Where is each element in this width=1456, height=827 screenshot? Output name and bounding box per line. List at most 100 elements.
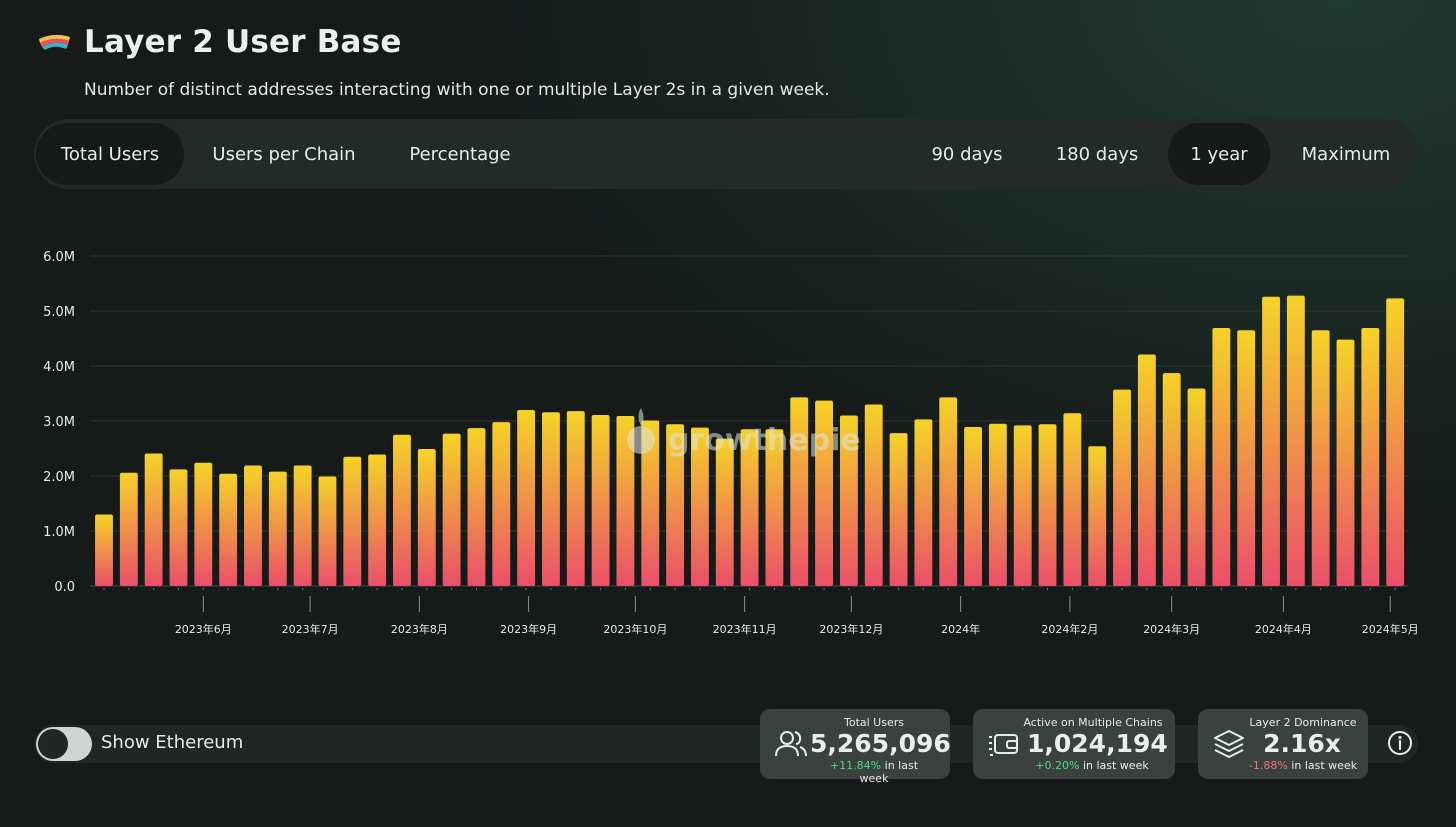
chart-bar[interactable] xyxy=(194,462,213,586)
chart-bar[interactable] xyxy=(1113,389,1131,586)
x-tick-label: 2023年12月 xyxy=(819,622,883,636)
chart-bar[interactable] xyxy=(815,400,834,586)
chart-bar[interactable] xyxy=(765,429,784,586)
page-subtitle: Number of distinct addresses interacting… xyxy=(84,80,830,100)
chart-bar[interactable] xyxy=(368,454,387,586)
info-icon[interactable] xyxy=(1384,727,1416,759)
y-tick-label: 6.0M xyxy=(43,250,75,265)
stat-value: 2.16x xyxy=(1263,729,1341,758)
chart-bar[interactable] xyxy=(343,456,362,586)
stat-value: 5,265,096 xyxy=(810,729,951,758)
tab-90-days[interactable]: 90 days xyxy=(931,143,1003,165)
chart-bar[interactable] xyxy=(169,469,188,586)
chart-bar[interactable] xyxy=(268,471,287,586)
stat-change-suffix: in last week xyxy=(1287,759,1358,772)
chart-bar[interactable] xyxy=(1212,328,1231,586)
chart-bar[interactable] xyxy=(1063,413,1082,586)
show-ethereum-label: Show Ethereum xyxy=(101,732,244,753)
users-icon xyxy=(775,731,807,757)
chart-bar[interactable] xyxy=(467,428,486,586)
chart-bar[interactable] xyxy=(839,415,858,587)
chart-bar[interactable] xyxy=(1386,298,1405,586)
layer2-logo-icon xyxy=(39,34,70,50)
chart-bar[interactable] xyxy=(542,412,560,586)
tab-180-days[interactable]: 180 days xyxy=(1055,143,1139,165)
chart-bar[interactable] xyxy=(1013,425,1032,586)
chart-bar[interactable] xyxy=(293,465,312,586)
tab-percentage[interactable]: Percentage xyxy=(409,143,511,165)
chart-bar[interactable] xyxy=(95,514,113,587)
tab-maximum[interactable]: Maximum xyxy=(1301,143,1391,165)
stat-change-percent: +11.84% xyxy=(829,759,882,772)
chart-bar[interactable] xyxy=(1237,330,1256,586)
chart-bar[interactable] xyxy=(641,420,660,586)
stat-value: 1,024,194 xyxy=(1027,729,1168,758)
tab-1-year[interactable]: 1 year xyxy=(1168,123,1270,185)
chart-bar[interactable] xyxy=(1286,295,1305,586)
page-title: Layer 2 User Base xyxy=(84,24,402,60)
stat-card-dominance: Layer 2 Dominance 2.16x -1.88% in last w… xyxy=(1198,709,1368,779)
chart-bar[interactable] xyxy=(517,410,536,586)
chart-bar[interactable] xyxy=(442,433,461,586)
chart-bar[interactable] xyxy=(715,438,734,586)
stat-change: -1.88% in last week xyxy=(1248,759,1358,772)
toggle-knob xyxy=(38,729,68,759)
chart-area: 0.0 1.0M 2.0M 3.0M 4.0M 5.0M 6.0M 2023年6月 2023年… xyxy=(0,230,1456,650)
bar-chart: 0.0 1.0M 2.0M 3.0M 4.0M 5.0M 6.0M 2023年6月 2023年… xyxy=(43,250,1419,636)
chart-bar[interactable] xyxy=(740,429,759,586)
y-tick-label: 0.0 xyxy=(54,580,75,595)
chart-bar[interactable] xyxy=(690,427,709,586)
x-tick-label: 2024年 xyxy=(941,622,980,636)
stat-change-percent: +0.20% xyxy=(1035,759,1080,772)
x-tick-label: 2023年11月 xyxy=(713,622,777,636)
chart-bar[interactable] xyxy=(616,416,635,586)
y-tick-label: 5.0M xyxy=(43,305,75,320)
chart-bar[interactable] xyxy=(864,404,883,587)
page-header: Layer 2 User Base xyxy=(36,24,402,60)
tab-total-users[interactable]: Total Users xyxy=(36,123,184,185)
layers-icon xyxy=(1214,730,1244,758)
chart-bar[interactable] xyxy=(219,473,238,586)
stat-change-suffix: in last week xyxy=(1079,759,1149,772)
x-tick-label: 2023年6月 xyxy=(175,622,232,636)
chart-bar[interactable] xyxy=(417,449,436,586)
chart-bar[interactable] xyxy=(1262,296,1280,586)
watermark-text: growthepie xyxy=(668,423,861,458)
chart-bar[interactable] xyxy=(790,397,809,586)
tab-users-per-chain[interactable]: Users per Chain xyxy=(212,143,356,165)
x-tick-label: 2023年8月 xyxy=(391,622,448,636)
x-tick-label: 2023年7月 xyxy=(282,622,339,636)
chart-bar[interactable] xyxy=(393,434,411,586)
chart-bar[interactable] xyxy=(566,411,585,586)
chart-bar[interactable] xyxy=(591,414,610,586)
chart-bar[interactable] xyxy=(666,424,685,586)
chart-bar[interactable] xyxy=(964,427,982,586)
x-tick-label: 2024年4月 xyxy=(1255,622,1312,636)
chart-bar[interactable] xyxy=(1361,328,1380,586)
chart-bar[interactable] xyxy=(144,453,163,586)
y-tick-label: 2.0M xyxy=(43,470,75,485)
chart-bar[interactable] xyxy=(492,422,511,586)
x-tick-label: 2024年5月 xyxy=(1362,622,1419,636)
chart-bar[interactable] xyxy=(1311,330,1330,586)
chart-bar[interactable] xyxy=(1088,446,1107,586)
chart-bar[interactable] xyxy=(1137,354,1156,586)
chart-bar[interactable] xyxy=(1187,388,1206,586)
y-tick-label: 4.0M xyxy=(43,360,75,375)
chart-bar[interactable] xyxy=(914,419,933,586)
show-ethereum-toggle[interactable] xyxy=(36,727,92,761)
wallet-icon xyxy=(989,734,1018,756)
chart-bar[interactable] xyxy=(889,433,908,586)
chart-bar[interactable] xyxy=(1336,339,1355,586)
y-tick-label: 3.0M xyxy=(43,415,75,430)
chart-bar[interactable] xyxy=(119,472,138,586)
chart-bar[interactable] xyxy=(988,423,1007,586)
chart-bar[interactable] xyxy=(1038,424,1057,586)
stat-card-multiple-chains: Active on Multiple Chains 1,024,194 +0.2… xyxy=(973,709,1175,779)
chart-bar[interactable] xyxy=(939,397,958,586)
chart-bar[interactable] xyxy=(244,465,262,586)
chart-bar[interactable] xyxy=(318,476,337,586)
chart-bar[interactable] xyxy=(1162,373,1181,586)
stat-change: +11.84% in last week xyxy=(814,759,934,785)
watermark-pie-icon xyxy=(627,408,655,454)
